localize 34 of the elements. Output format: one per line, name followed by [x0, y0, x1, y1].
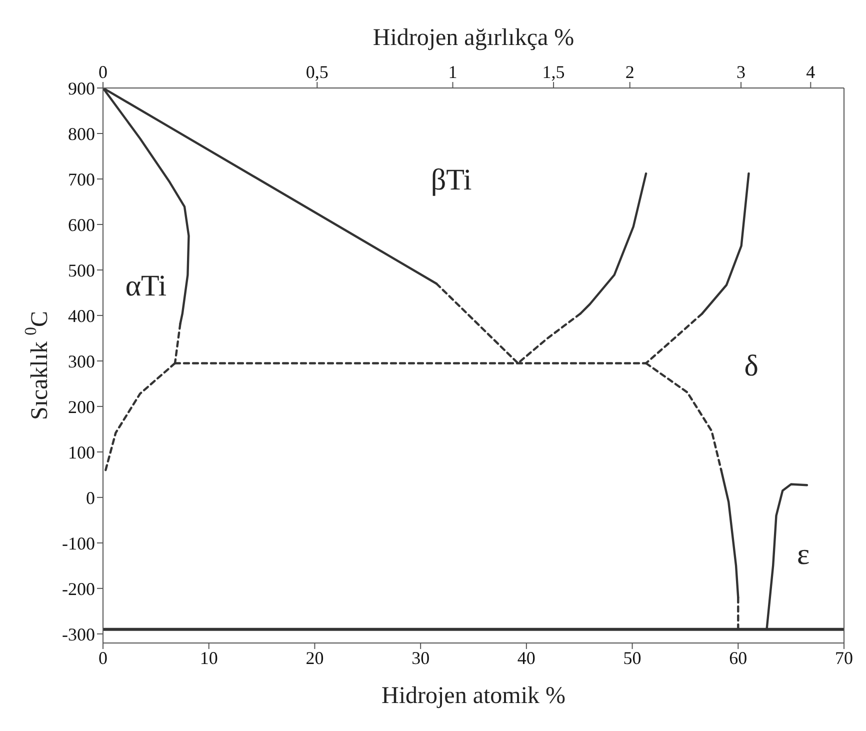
x-tick-label: 30: [412, 648, 430, 668]
text: 1: [448, 62, 458, 82]
text: 0,5: [306, 62, 328, 82]
y-tick-label: 300: [68, 351, 95, 372]
text: 1,5: [542, 62, 565, 82]
y-tick-label: 400: [68, 306, 95, 326]
x-tick-label: 70: [835, 648, 853, 668]
y-tick-label: 800: [68, 124, 95, 144]
annotation: ε: [796, 538, 810, 571]
x-tick-label: 20: [306, 648, 324, 668]
y-tick-label: 100: [68, 442, 95, 462]
y-tick-label: -300: [62, 624, 95, 644]
x-tick-label: 0: [98, 648, 108, 668]
y-tick-label: 0: [86, 488, 95, 508]
annotation: βTi: [430, 163, 472, 196]
y-tick-label: -100: [62, 533, 95, 554]
x-tick-label: 10: [200, 648, 218, 668]
text: 3: [736, 62, 746, 82]
annotation: δ: [744, 349, 758, 382]
x-tick-label: 40: [517, 648, 536, 668]
annotation: αTi: [125, 269, 167, 302]
text: 2: [625, 62, 634, 82]
y-tick-label: 900: [68, 78, 95, 98]
y-tick-label: 200: [68, 396, 95, 417]
y-tick-label: 700: [68, 169, 95, 190]
y-tick-label: -200: [62, 578, 95, 599]
y-tick-label: 500: [68, 260, 95, 280]
x-tick-label: 60: [729, 648, 748, 668]
y-tick-label: 600: [68, 214, 95, 235]
x-axis-title: Hidrojen atomik %: [382, 683, 566, 709]
x2-axis-title: Hidrojen ağırlıkça %: [372, 25, 574, 52]
x-tick-label: 50: [623, 648, 642, 668]
text: 4: [806, 62, 816, 82]
text: 0: [98, 62, 108, 82]
